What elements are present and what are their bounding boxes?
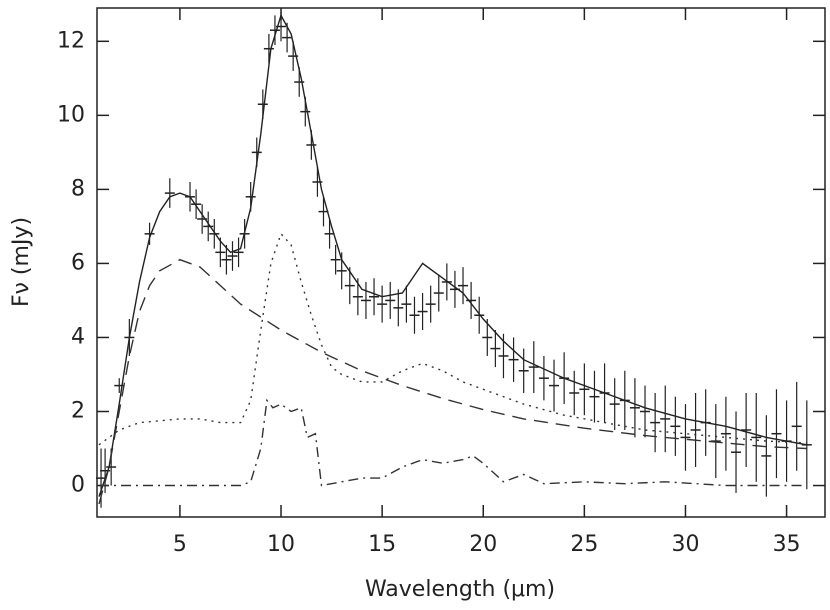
y-tick-label: 4 <box>71 324 85 349</box>
x-tick-label: 15 <box>368 532 396 557</box>
x-tick-label: 35 <box>773 532 801 557</box>
x-tick-label: 10 <box>267 532 295 557</box>
plot-frame <box>96 7 826 518</box>
y-axis-label: Fν (mJy) <box>9 217 34 307</box>
y-tick-label: 12 <box>57 28 85 53</box>
x-tick-label: 25 <box>570 532 598 557</box>
x-tick-label: 5 <box>173 532 187 557</box>
x-tick-label: 30 <box>671 532 699 557</box>
y-tick-label: 2 <box>71 398 85 423</box>
x-axis-label: Wavelength (μm) <box>365 577 555 602</box>
y-tick-label: 8 <box>71 176 85 201</box>
y-tick-label: 6 <box>71 250 85 275</box>
model-line <box>98 258 807 505</box>
model-line <box>98 13 807 497</box>
model-line <box>98 232 807 446</box>
x-tick-label: 20 <box>469 532 497 557</box>
model-line <box>99 398 807 487</box>
y-tick-label: 0 <box>71 473 85 498</box>
y-tick-label: 10 <box>57 102 85 127</box>
